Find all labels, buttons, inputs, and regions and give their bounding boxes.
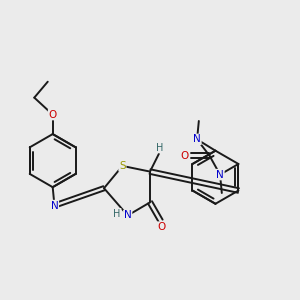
Text: O: O — [181, 151, 189, 160]
Text: S: S — [119, 161, 126, 171]
Text: N: N — [216, 169, 224, 180]
Text: O: O — [157, 222, 165, 232]
Text: N: N — [124, 211, 132, 220]
Text: H: H — [113, 209, 121, 219]
Text: N: N — [51, 201, 58, 211]
Text: O: O — [49, 110, 57, 120]
Text: H: H — [156, 142, 163, 152]
Text: N: N — [193, 134, 201, 144]
